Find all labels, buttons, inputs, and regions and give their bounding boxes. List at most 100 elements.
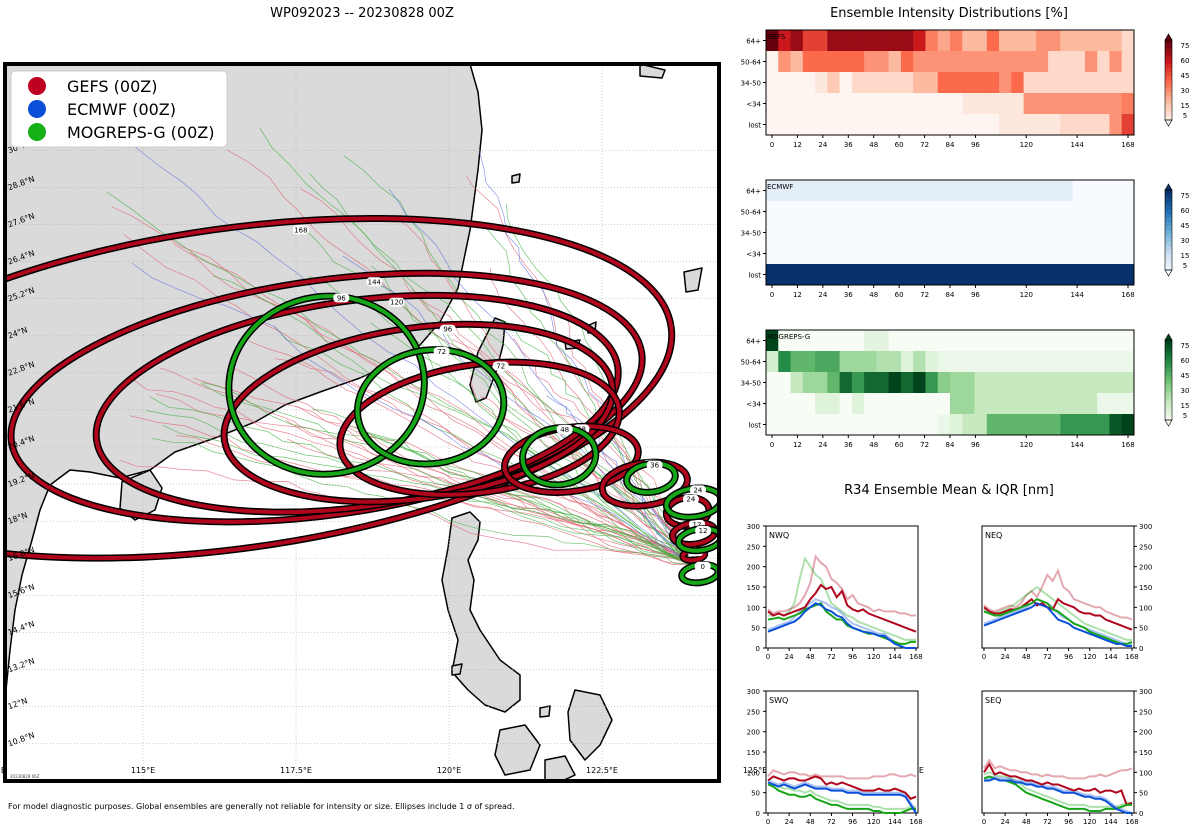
heatmap-x-label: 120 — [1020, 141, 1033, 149]
heatmap-cell — [1097, 264, 1110, 286]
heatmap-cell — [851, 30, 865, 52]
heatmap-x-label: 60 — [895, 441, 904, 449]
heatmap-cell — [839, 393, 853, 415]
heatmap-cell — [864, 222, 877, 244]
heatmap-cell — [937, 264, 951, 286]
heatmap-cell — [1011, 30, 1025, 52]
heatmap-cell — [790, 351, 804, 373]
colorbar-segment — [1165, 222, 1172, 227]
heatmap-cell — [1060, 72, 1074, 94]
heatmap-cell — [790, 201, 804, 223]
heatmap-cell — [1048, 201, 1061, 223]
heatmap-cell — [999, 30, 1012, 52]
gefs-ellipse-144 — [9, 271, 645, 524]
colorbar-segment — [1165, 266, 1172, 271]
heatmap-cell — [778, 393, 792, 415]
heatmap-cell — [839, 180, 853, 202]
heatmap-cell — [790, 222, 804, 244]
heatmap-cell — [974, 264, 988, 286]
gefs-iqr-line — [767, 554, 916, 617]
panay-island — [544, 755, 576, 781]
colorbar-label: 5 — [1183, 112, 1187, 120]
heatmap-cell — [999, 372, 1012, 394]
heatmap-cell — [937, 414, 951, 436]
gefs-iqr-line — [983, 758, 1133, 780]
r34-y-label: 200 — [747, 564, 760, 572]
heatmap-cell — [974, 93, 988, 115]
heatmap-cell — [937, 351, 951, 373]
r34-y-label: 0 — [1139, 810, 1143, 818]
heatmap-x-label: 120 — [1020, 441, 1033, 449]
heatmap-cell — [1097, 393, 1110, 415]
heatmap-cell — [1097, 93, 1110, 115]
heatmap-cell — [1011, 393, 1025, 415]
r34-x-label: 168 — [909, 818, 922, 826]
heatmap-cell — [1097, 351, 1110, 373]
heatmap-cell — [778, 243, 792, 265]
heatmap-x-label: 60 — [895, 291, 904, 299]
track-line — [155, 393, 695, 565]
heatmap-x-label: 12 — [793, 141, 802, 149]
lon-tick-label: 122.5°E — [586, 766, 618, 775]
gefs-tau-label: 144 — [368, 278, 382, 286]
heatmap-cell — [1121, 414, 1135, 436]
islet-f — [539, 705, 551, 718]
heatmap-cell — [802, 414, 816, 436]
r34-y-label: 150 — [1139, 749, 1152, 757]
spread-ellipses: 16814412096724836241209672483624120 — [5, 214, 719, 587]
heatmap-cell — [1121, 330, 1135, 352]
heatmap-cell — [986, 30, 1000, 52]
heatmap-cell — [913, 264, 926, 286]
heatmap-cell — [839, 30, 853, 52]
heatmap-cell — [766, 201, 779, 223]
heatmap-cell — [1035, 393, 1049, 415]
colorbar-segment — [1165, 416, 1172, 421]
heatmap-x-label: 24 — [818, 291, 827, 299]
heatmap-cell — [766, 414, 779, 436]
heatmap-cell — [1023, 372, 1037, 394]
track-line — [149, 396, 691, 565]
r34-x-label: 96 — [848, 818, 857, 826]
gefs-tau-label: 120 — [390, 299, 403, 307]
heatmap-cell — [827, 351, 841, 373]
heatmap-cell — [1109, 351, 1123, 373]
heatmap-cell — [839, 351, 853, 373]
heatmap-cell — [766, 372, 779, 394]
r34-x-label: 24 — [1001, 818, 1010, 826]
heatmap-cell — [778, 180, 792, 202]
r34-x-label: 96 — [848, 653, 857, 661]
heatmap-cell — [839, 372, 853, 394]
heatmap-cell — [839, 264, 853, 286]
heatmap-cell — [900, 372, 914, 394]
heatmap-cell — [851, 351, 865, 373]
heatmap-cell — [999, 180, 1012, 202]
heatmap-cell — [1060, 114, 1074, 136]
heatmap-cell — [1060, 264, 1074, 286]
heatmap-cell — [802, 72, 816, 94]
heatmap-cell — [1023, 330, 1037, 352]
heatmap-cell — [1023, 414, 1037, 436]
colorbar-segment — [1165, 376, 1172, 381]
heatmap-cell — [925, 414, 939, 436]
heatmap-cell — [888, 72, 902, 94]
heatmap-cell — [962, 30, 976, 52]
colorbar-segment — [1165, 352, 1172, 357]
heatmap-cell — [864, 351, 877, 373]
heatmap-x-label: 12 — [793, 441, 802, 449]
mindoro-island — [494, 724, 541, 776]
heatmap-cell — [986, 201, 1000, 223]
heatmap-cell — [876, 393, 890, 415]
heatmap-cell — [1023, 180, 1037, 202]
heatmap-cell — [1084, 93, 1098, 115]
heatmap-cell — [1109, 264, 1123, 286]
heatmap-cell — [1035, 93, 1049, 115]
colorbar-segment — [1165, 356, 1172, 361]
heatmap-cell — [766, 264, 779, 286]
colorbar-frame — [1164, 189, 1173, 271]
track-line — [274, 326, 692, 565]
heatmap-cell — [1109, 30, 1123, 52]
colorbar-segment — [1165, 238, 1172, 243]
heatmap-cell — [839, 222, 853, 244]
heatmap-cell — [900, 51, 914, 73]
heatmap-cell — [1121, 243, 1135, 265]
